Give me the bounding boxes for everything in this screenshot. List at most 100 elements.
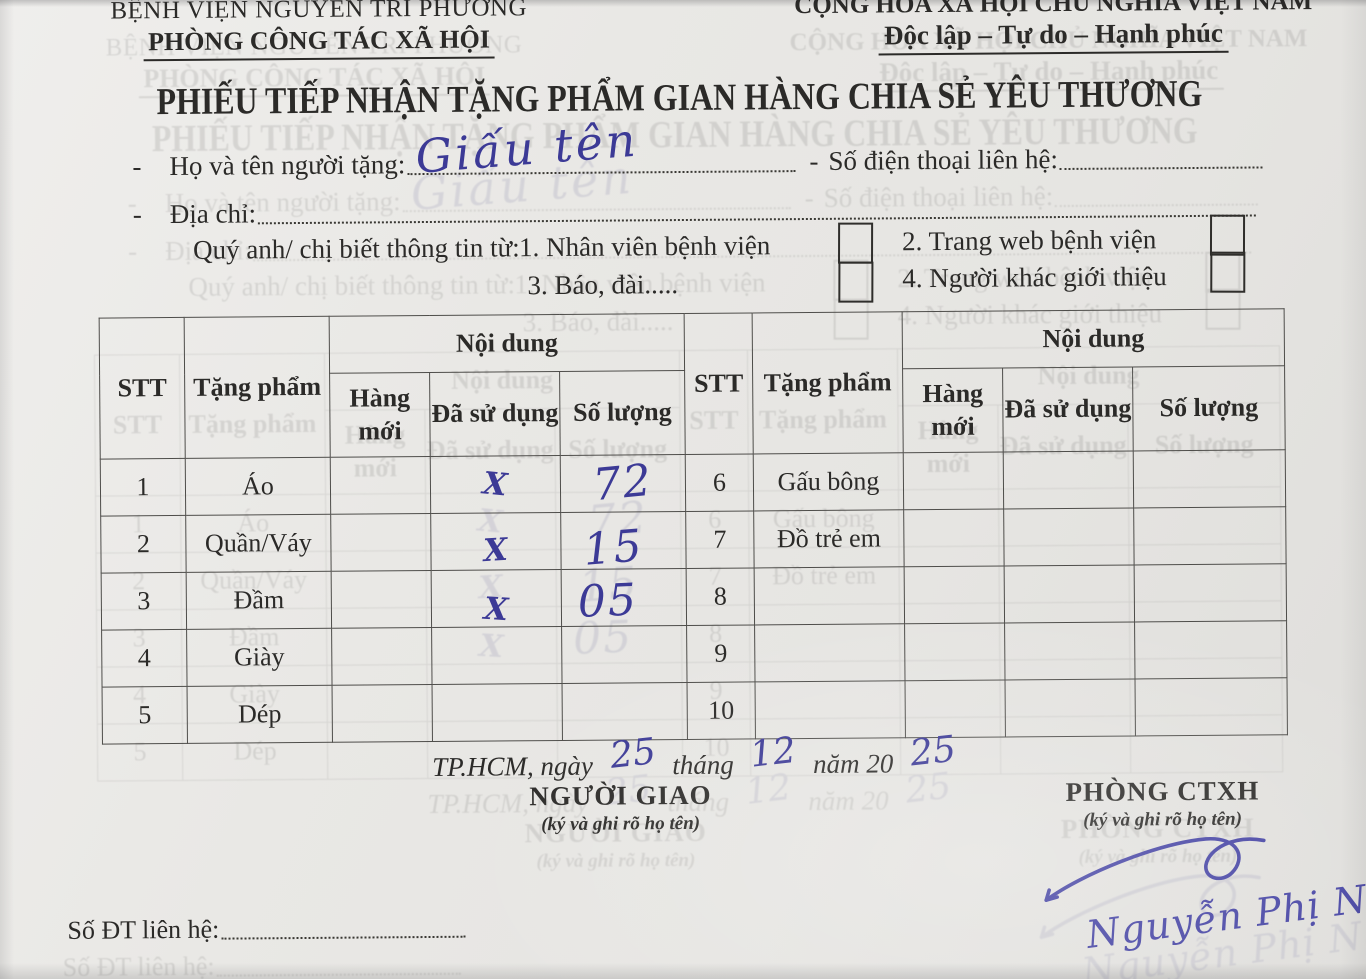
- cell-stt: 8: [686, 567, 755, 626]
- deliverer-note: (ký và ghi rõ họ tên): [541, 812, 701, 836]
- cell-new: [331, 627, 433, 686]
- cell-stt: 1: [100, 458, 186, 517]
- cell-gift: Áo: [185, 457, 331, 516]
- cell-gift: [754, 566, 905, 625]
- cell-new: [331, 570, 432, 629]
- cell-used: [1003, 507, 1135, 566]
- bullet-dash: -: [809, 145, 819, 176]
- header-content-left: Nội dung: [329, 313, 685, 374]
- phone-label: Số điện thoại liên hệ:: [828, 144, 1059, 176]
- cell-gift: Quần/Váy: [185, 514, 332, 573]
- handwritten-quantity: 15: [581, 519, 646, 576]
- cell-used: X: [430, 455, 561, 514]
- table-row: 5 Dép 10: [102, 677, 1288, 745]
- cell-new: [904, 622, 1006, 681]
- bullet-dash: -: [132, 151, 142, 182]
- cell-new: [332, 684, 433, 743]
- cell-qty: [1133, 506, 1287, 565]
- cell-qty: [1133, 449, 1286, 508]
- cell-qty: [1134, 563, 1287, 622]
- cell-gift: [754, 623, 906, 682]
- cell-stt: 5: [102, 686, 188, 745]
- header-qty-left: Số lượng: [559, 370, 686, 456]
- cell-new: [903, 451, 1004, 510]
- checkbox-option-3: [838, 261, 874, 303]
- cell-used: [431, 626, 563, 685]
- cell-gift: Gấu bông: [753, 452, 904, 511]
- cell-new: [903, 508, 1005, 567]
- contact-phone-label: Số ĐT liên hệ:: [67, 914, 220, 945]
- donor-name-label: Họ và tên người tặng:: [169, 149, 406, 182]
- checkbox-option-1: [838, 222, 874, 264]
- cell-stt: 2: [100, 515, 187, 574]
- cell-stt: 6: [685, 453, 754, 512]
- date-prefix: TP.HCM, ngày: [432, 750, 594, 782]
- checkbox-option-2: [1209, 214, 1246, 256]
- cell-used: [432, 683, 563, 742]
- cell-new: [905, 679, 1006, 738]
- table-row: 1 Áo X 72 6 Gấu bông: [100, 449, 1286, 517]
- cell-new: [330, 456, 431, 515]
- cell-qty: [561, 625, 688, 684]
- handwritten-quantity: 05: [576, 573, 639, 628]
- gifts-table: STT Tặng phẩm Nội dung STT Tặng phẩm Nội…: [99, 308, 1288, 745]
- national-motto: Độc lập – Tự do – Hạnh phúc: [878, 17, 1229, 56]
- handwritten-year: 25: [907, 728, 958, 775]
- date-thang: tháng: [672, 749, 734, 781]
- header-gift-left: Tặng phẩm: [184, 316, 331, 459]
- cell-used: [1003, 450, 1134, 509]
- cell-gift: Dép: [187, 685, 333, 744]
- header-used-left: Đã sử dụng: [429, 371, 561, 457]
- contact-phone-row: Số ĐT liên hệ:: [67, 909, 467, 946]
- option-3-label: 3. Báo, đài.....: [527, 269, 679, 301]
- date-nam: năm 20: [812, 748, 894, 779]
- cell-qty: 72: [560, 454, 686, 513]
- department-name: PHÒNG CÔNG TÁC XÃ HỘI: [142, 24, 496, 62]
- option-4-label: 4. Người khác giới thiệu: [902, 261, 1167, 294]
- cell-used: [1005, 678, 1136, 737]
- national-header-right: CỘNG HÒA XÃ HỘI CHỦ NGHĨA VIỆT NAM Độc l…: [746, 0, 1360, 56]
- form-title-wrap: PHIẾU TIẾP NHẬN TẶNG PHẨM GIAN HÀNG CHIA…: [0, 71, 1363, 126]
- handwritten-quantity: 72: [590, 454, 656, 511]
- cell-new: [330, 513, 432, 572]
- cell-stt: 10: [687, 681, 756, 740]
- table-row: 3 Đầm X 05 8: [101, 563, 1287, 631]
- cell-used: [1004, 621, 1136, 680]
- cell-stt: 3: [101, 572, 187, 631]
- dotted-fill-line: [257, 187, 1256, 225]
- dotted-fill-line: [221, 909, 466, 940]
- cell-used: [1004, 564, 1135, 623]
- cell-new: [904, 565, 1005, 624]
- cell-qty: [1135, 677, 1288, 736]
- header-new-right: Hàng mới: [902, 367, 1004, 453]
- cell-qty: 05: [561, 568, 687, 628]
- header-gift-right: Tặng phẩm: [752, 311, 904, 454]
- address-label: Địa chỉ:: [169, 198, 257, 230]
- header-qty-right: Số lượng: [1132, 365, 1286, 451]
- cell-qty: [1134, 620, 1287, 679]
- deliverer-title: NGƯỜI GIAO: [529, 779, 712, 812]
- checkbox-option-4: [1210, 251, 1246, 293]
- option-1-label: 1. Nhân viên bệnh viện: [518, 230, 771, 263]
- handwritten-x-mark: X: [481, 465, 510, 504]
- cell-stt: 7: [685, 510, 755, 569]
- cell-used: X: [430, 512, 562, 571]
- cell-stt: 9: [686, 624, 756, 683]
- receiver-title: PHÒNG CTXH: [1065, 775, 1260, 808]
- option-2-label: 2. Trang web bệnh viện: [901, 224, 1157, 257]
- header-stt-right: STT: [684, 312, 754, 455]
- cell-qty: 15: [560, 511, 687, 576]
- header-content-right: Nội dung: [902, 308, 1285, 369]
- cell-stt: 4: [101, 629, 188, 688]
- date-line: TP.HCM, ngày 25 tháng 12 năm 20 25: [432, 729, 966, 785]
- info-source-label: Quý anh/ chị biết thông tin từ:: [192, 232, 520, 265]
- cell-gift: [755, 680, 906, 739]
- handwritten-x-mark: X: [482, 531, 510, 570]
- header-used-right: Đã sử dụng: [1002, 366, 1134, 452]
- hospital-name: BỆNH VIỆN NGUYỄN TRI PHƯƠNG: [110, 0, 528, 25]
- header-new-left: Hàng mới: [329, 372, 431, 458]
- header-stt-left: STT: [99, 317, 186, 460]
- cell-gift: Đồ trẻ em: [753, 509, 905, 568]
- cell-used: X: [431, 569, 562, 628]
